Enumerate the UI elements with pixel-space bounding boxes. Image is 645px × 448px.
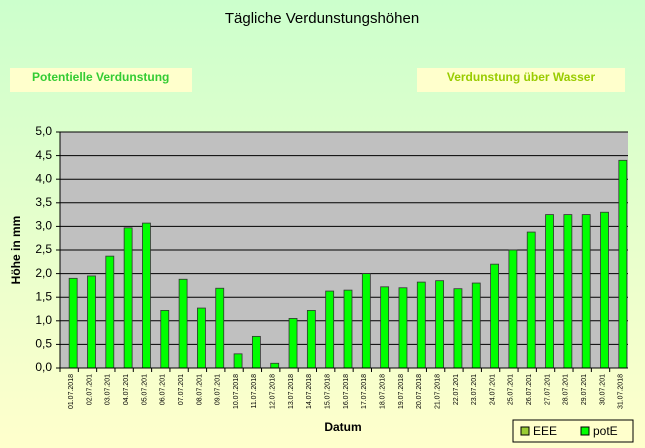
bar <box>416 281 426 369</box>
bar <box>68 277 78 369</box>
y-tick-label: 3,5 <box>35 195 52 209</box>
y-tick-label: 2,0 <box>35 266 52 280</box>
x-tick-label: 11.07.2018 <box>251 374 258 409</box>
bar <box>160 310 170 369</box>
bar <box>361 273 371 369</box>
x-tick-label: 26.07.201 <box>526 374 533 405</box>
y-tick-label: 1,5 <box>35 289 52 303</box>
legend-label: EEE <box>533 424 557 438</box>
legend-box <box>512 419 634 443</box>
x-tick-label: 19.07.2018 <box>398 374 405 409</box>
x-tick-label: 15.07.2018 <box>325 374 332 409</box>
legend-label: potE <box>593 424 618 438</box>
bar <box>105 255 115 369</box>
x-tick-label: 01.07.2018 <box>68 374 75 409</box>
bar <box>618 159 628 369</box>
x-tick-label: 02.07.201 <box>86 374 93 405</box>
annotation: Verdunstung über Wasser <box>447 70 596 84</box>
legend-swatch <box>520 426 530 436</box>
bar <box>490 263 499 369</box>
y-tick-label: 5,0 <box>35 124 52 138</box>
x-axis-label: Datum <box>324 420 361 434</box>
bar <box>123 227 133 369</box>
bar <box>197 307 206 369</box>
bar <box>87 275 96 369</box>
chart-title: Tägliche Verdunstungshöhen <box>225 10 419 27</box>
x-tick-label: 20.07.2018 <box>416 374 423 409</box>
bar <box>380 286 390 369</box>
x-tick-label: 22.07.201 <box>453 374 460 405</box>
x-tick-label: 31.07.2018 <box>618 374 625 409</box>
y-tick-label: 0,0 <box>35 360 52 374</box>
bar <box>508 249 518 369</box>
bar <box>563 214 573 369</box>
legend-swatch <box>580 426 590 436</box>
x-tick-label: 07.07.201 <box>178 374 185 405</box>
bar <box>435 280 445 369</box>
x-tick-label: 14.07.2018 <box>306 374 313 409</box>
x-tick-label: 29.07.201 <box>581 374 588 405</box>
bar <box>288 318 298 369</box>
bar <box>471 282 481 369</box>
annotation-box <box>10 68 192 92</box>
x-tick-label: 05.07.201 <box>141 374 148 405</box>
x-tick-label: 04.07.201 <box>123 374 130 405</box>
x-tick-label: 28.07.201 <box>563 374 570 405</box>
bar <box>526 231 536 369</box>
x-tick-label: 12.07.2018 <box>270 374 277 409</box>
y-tick-label: 0,5 <box>35 337 52 351</box>
x-tick-label: 06.07.201 <box>160 374 167 405</box>
x-tick-label: 09.07.201 <box>215 374 222 405</box>
bar <box>453 288 463 369</box>
bar <box>251 335 261 369</box>
bar <box>306 310 316 369</box>
x-tick-label: 21.07.2018 <box>434 374 441 409</box>
y-tick-label: 4,5 <box>35 148 52 162</box>
bar <box>600 211 609 369</box>
bar <box>178 278 188 369</box>
bar <box>142 222 151 369</box>
y-tick-label: 2,5 <box>35 242 52 256</box>
x-tick-label: 03.07.201 <box>105 374 112 405</box>
x-tick-label: 25.07.201 <box>508 374 515 405</box>
bar <box>233 353 243 369</box>
annotation: Potentielle Verdunstung <box>32 70 169 84</box>
y-axis-label: Höhe in mm <box>9 216 23 285</box>
x-tick-label: 17.07.2018 <box>361 374 368 409</box>
x-tick-label: 08.07.201 <box>196 374 203 405</box>
x-tick-label: 24.07.201 <box>489 374 496 405</box>
x-tick-label: 18.07.2018 <box>379 374 386 409</box>
bar <box>581 214 591 369</box>
x-tick-label: 10.07.2018 <box>233 374 240 409</box>
y-tick-label: 4,0 <box>35 171 52 185</box>
bar <box>215 287 225 369</box>
x-tick-label: 30.07.201 <box>599 374 606 405</box>
x-tick-label: 23.07.201 <box>471 374 478 405</box>
bar <box>545 214 554 369</box>
x-tick-label: 16.07.2018 <box>343 374 350 409</box>
bar <box>270 362 280 369</box>
bar <box>325 290 335 369</box>
x-tick-label: 13.07.2018 <box>288 374 295 409</box>
x-tick-label: 27.07.201 <box>544 374 551 405</box>
y-tick-label: 3,0 <box>35 219 52 233</box>
y-tick-label: 1,0 <box>35 313 52 327</box>
annotation-box <box>417 68 625 92</box>
bar <box>398 287 408 369</box>
bar <box>343 289 353 369</box>
